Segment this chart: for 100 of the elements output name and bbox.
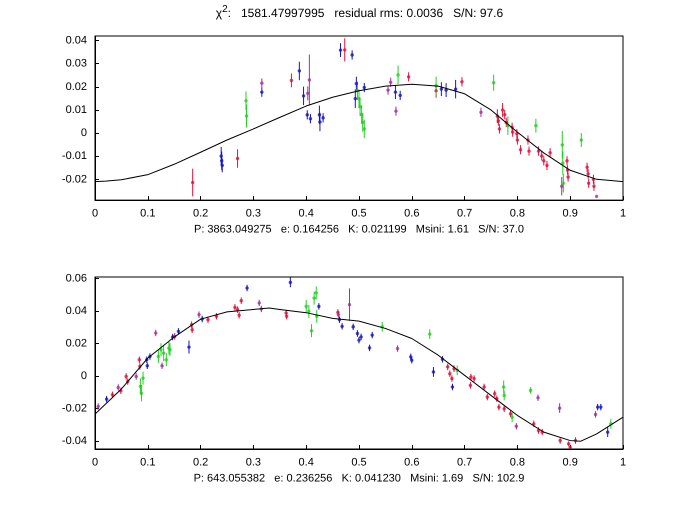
point	[516, 138, 520, 142]
point	[306, 113, 310, 117]
point	[592, 184, 596, 188]
x-tick-label: 0.3	[246, 456, 262, 468]
x-tick-label: 0.3	[246, 208, 262, 220]
point	[558, 406, 562, 410]
point	[406, 75, 410, 79]
point	[502, 385, 506, 389]
point	[312, 296, 316, 300]
point	[545, 164, 549, 168]
x-tick-label: 0.8	[510, 208, 526, 220]
point	[310, 328, 314, 332]
y-tick-label: -0.01	[62, 150, 87, 162]
point	[566, 175, 570, 179]
point	[510, 130, 514, 134]
point	[357, 96, 361, 100]
point	[540, 154, 544, 158]
x-tick-label: 0.9	[562, 456, 578, 468]
point	[580, 138, 584, 142]
point	[308, 116, 312, 120]
point	[479, 110, 483, 114]
point	[288, 280, 292, 284]
x-tick-label: 0.2	[192, 456, 208, 468]
point	[220, 164, 224, 168]
point	[502, 112, 506, 116]
x-tick-label: 0.9	[562, 208, 578, 220]
x-tick-label: 0.4	[298, 456, 314, 468]
point	[510, 415, 514, 419]
point	[496, 119, 500, 123]
point	[358, 104, 362, 108]
point	[454, 87, 458, 91]
point	[318, 120, 322, 124]
y-tick-label: 0.04	[66, 34, 87, 47]
x-tick-label: 0.5	[351, 208, 367, 220]
point	[527, 149, 531, 153]
x-axis-title: P: 3863.049275 e: 0.164256 K: 0.021199 Msini: 1.61 S/N: 37.0	[194, 224, 524, 236]
point	[560, 184, 564, 188]
point	[534, 124, 538, 128]
y-tick-label: 0	[80, 370, 87, 382]
point	[561, 161, 565, 165]
point	[388, 80, 392, 84]
point	[502, 394, 506, 398]
point	[586, 181, 590, 185]
point	[585, 166, 589, 170]
point	[498, 127, 502, 131]
point	[162, 351, 166, 355]
point	[542, 159, 546, 163]
y-tick-label: -0.02	[62, 173, 87, 186]
point	[354, 82, 358, 86]
point	[518, 148, 522, 152]
point	[308, 78, 312, 82]
point	[460, 80, 464, 84]
point	[432, 370, 436, 374]
point	[302, 94, 306, 98]
point	[360, 120, 364, 124]
point	[338, 48, 342, 52]
y-tick-label: 0.01	[66, 104, 87, 116]
x-tick-label: 0.7	[456, 208, 472, 220]
x-tick-label: 0.7	[456, 456, 472, 468]
x-tick-label: 0	[92, 208, 98, 220]
x-tick-label: 0.2	[192, 208, 208, 220]
x-tick-label: 0.6	[404, 208, 420, 220]
point	[350, 53, 354, 57]
point	[290, 78, 294, 82]
y-tick-label: 0.03	[66, 58, 87, 70]
point	[190, 180, 194, 184]
point	[314, 291, 318, 295]
point	[318, 113, 322, 117]
point	[594, 194, 598, 198]
point	[394, 90, 398, 94]
point	[164, 358, 168, 362]
y-tick-label: 0.02	[66, 338, 87, 350]
point	[219, 154, 223, 158]
point	[565, 159, 569, 163]
y-tick-label: 0.02	[66, 80, 87, 93]
point	[394, 109, 398, 113]
point	[321, 116, 325, 120]
point	[434, 89, 438, 93]
point	[500, 108, 504, 112]
point	[386, 88, 390, 92]
x-axis-title: P: 643.055382 e: 0.236256 K: 0.041230 Msini: 1.69 S/N: 102.9	[194, 472, 524, 484]
point	[560, 143, 564, 147]
point	[606, 430, 610, 434]
x-tick-label: 0.1	[140, 456, 156, 468]
point	[141, 376, 145, 380]
x-tick-label: 0.5	[351, 456, 367, 468]
y-tick-label: 0	[80, 127, 87, 140]
point	[428, 332, 432, 336]
point	[140, 391, 144, 395]
y-tick-label: 0.06	[66, 272, 87, 285]
point	[354, 96, 358, 100]
point	[362, 86, 366, 90]
x-tick-label: 0	[92, 456, 98, 468]
point	[586, 172, 590, 176]
point	[440, 87, 444, 91]
point	[396, 73, 400, 77]
y-tick-label: -0.02	[62, 402, 87, 414]
x-tick-label: 1	[620, 208, 626, 220]
point	[492, 80, 496, 84]
point	[187, 345, 191, 349]
